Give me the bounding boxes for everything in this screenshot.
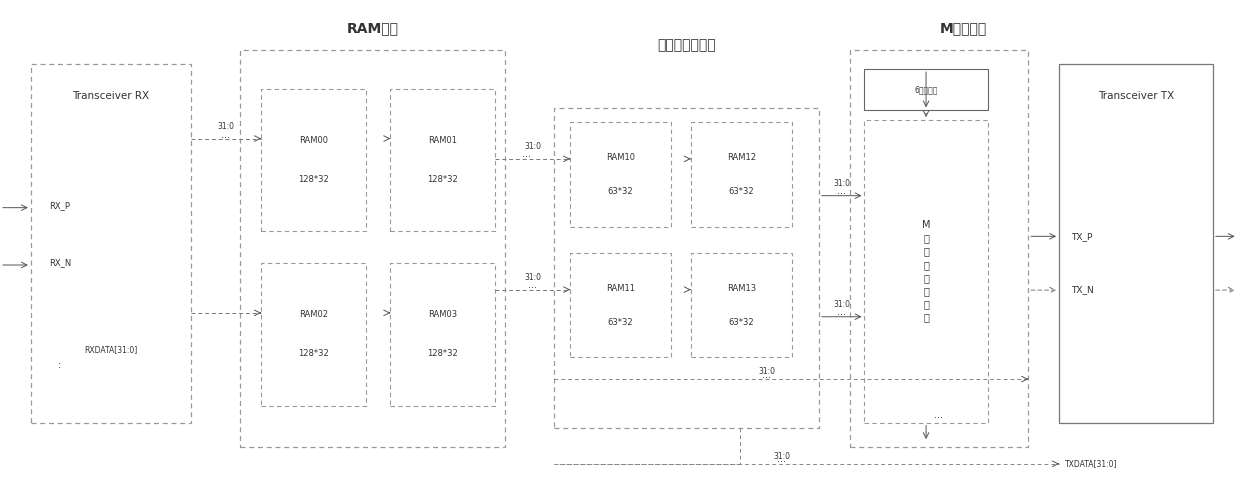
Text: Transceiver RX: Transceiver RX <box>72 91 150 101</box>
Text: RAM10: RAM10 <box>606 153 636 162</box>
Text: 6位寄存器: 6位寄存器 <box>914 85 938 94</box>
Text: RAM03: RAM03 <box>429 310 457 319</box>
Text: RX_N: RX_N <box>50 258 72 267</box>
Text: 128*32: 128*32 <box>427 175 458 184</box>
Text: M
序
列
生
成
器
模
块: M 序 列 生 成 器 模 块 <box>922 220 930 322</box>
Text: ···: ··· <box>762 373 771 383</box>
Bar <box>570 253 672 357</box>
Text: 31:0: 31:0 <box>833 179 850 188</box>
Text: ···: ··· <box>838 189 846 199</box>
Text: RAM00: RAM00 <box>299 136 328 145</box>
Text: M序列模块: M序列模块 <box>940 21 987 35</box>
Text: ···: ··· <box>522 152 532 163</box>
Text: 63*32: 63*32 <box>729 318 755 327</box>
Text: 128*32: 128*32 <box>299 349 328 358</box>
Text: ···: ··· <box>222 133 230 144</box>
Bar <box>240 50 506 447</box>
Text: RXDATA[31:0]: RXDATA[31:0] <box>84 346 138 355</box>
Text: TX_N: TX_N <box>1072 285 1094 295</box>
Bar <box>261 89 366 231</box>
Text: ···: ··· <box>838 310 846 320</box>
Bar <box>865 69 987 111</box>
Text: 31:0: 31:0 <box>218 122 234 131</box>
Text: RAM01: RAM01 <box>429 136 457 145</box>
Text: RAM11: RAM11 <box>606 284 636 293</box>
Bar <box>570 122 672 226</box>
Text: ···: ··· <box>778 457 787 468</box>
Bar <box>261 263 366 406</box>
Text: 63*32: 63*32 <box>608 187 633 196</box>
Text: TX_P: TX_P <box>1072 232 1093 241</box>
Bar <box>850 50 1028 447</box>
Text: ···: ··· <box>934 413 943 423</box>
Text: RX_P: RX_P <box>50 201 71 210</box>
Bar <box>691 253 792 357</box>
Bar <box>390 263 496 406</box>
Bar <box>865 120 987 423</box>
Text: 63*32: 63*32 <box>608 318 633 327</box>
Text: RAM12: RAM12 <box>727 153 756 162</box>
Text: RAM13: RAM13 <box>727 284 756 293</box>
Text: :: : <box>58 359 61 370</box>
Text: Transceiver TX: Transceiver TX <box>1098 91 1175 101</box>
Text: 31:0: 31:0 <box>524 142 541 151</box>
Text: RAM02: RAM02 <box>299 310 328 319</box>
Text: 31:0: 31:0 <box>833 300 850 309</box>
Bar <box>554 108 819 428</box>
Text: 128*32: 128*32 <box>299 175 328 184</box>
Text: 63*32: 63*32 <box>729 187 755 196</box>
Text: 128*32: 128*32 <box>427 349 458 358</box>
Bar <box>691 122 792 226</box>
Text: 加密寄存器模块: 加密寄存器模块 <box>657 38 716 52</box>
Text: RAM模块: RAM模块 <box>347 21 399 35</box>
Bar <box>1059 64 1213 423</box>
Text: 31:0: 31:0 <box>758 367 776 376</box>
Text: 31:0: 31:0 <box>524 273 541 282</box>
Text: ···: ··· <box>528 283 538 293</box>
Bar <box>31 64 191 423</box>
Text: 31:0: 31:0 <box>773 452 790 461</box>
Text: TXDATA[31:0]: TXDATA[31:0] <box>1066 459 1118 468</box>
Bar <box>390 89 496 231</box>
